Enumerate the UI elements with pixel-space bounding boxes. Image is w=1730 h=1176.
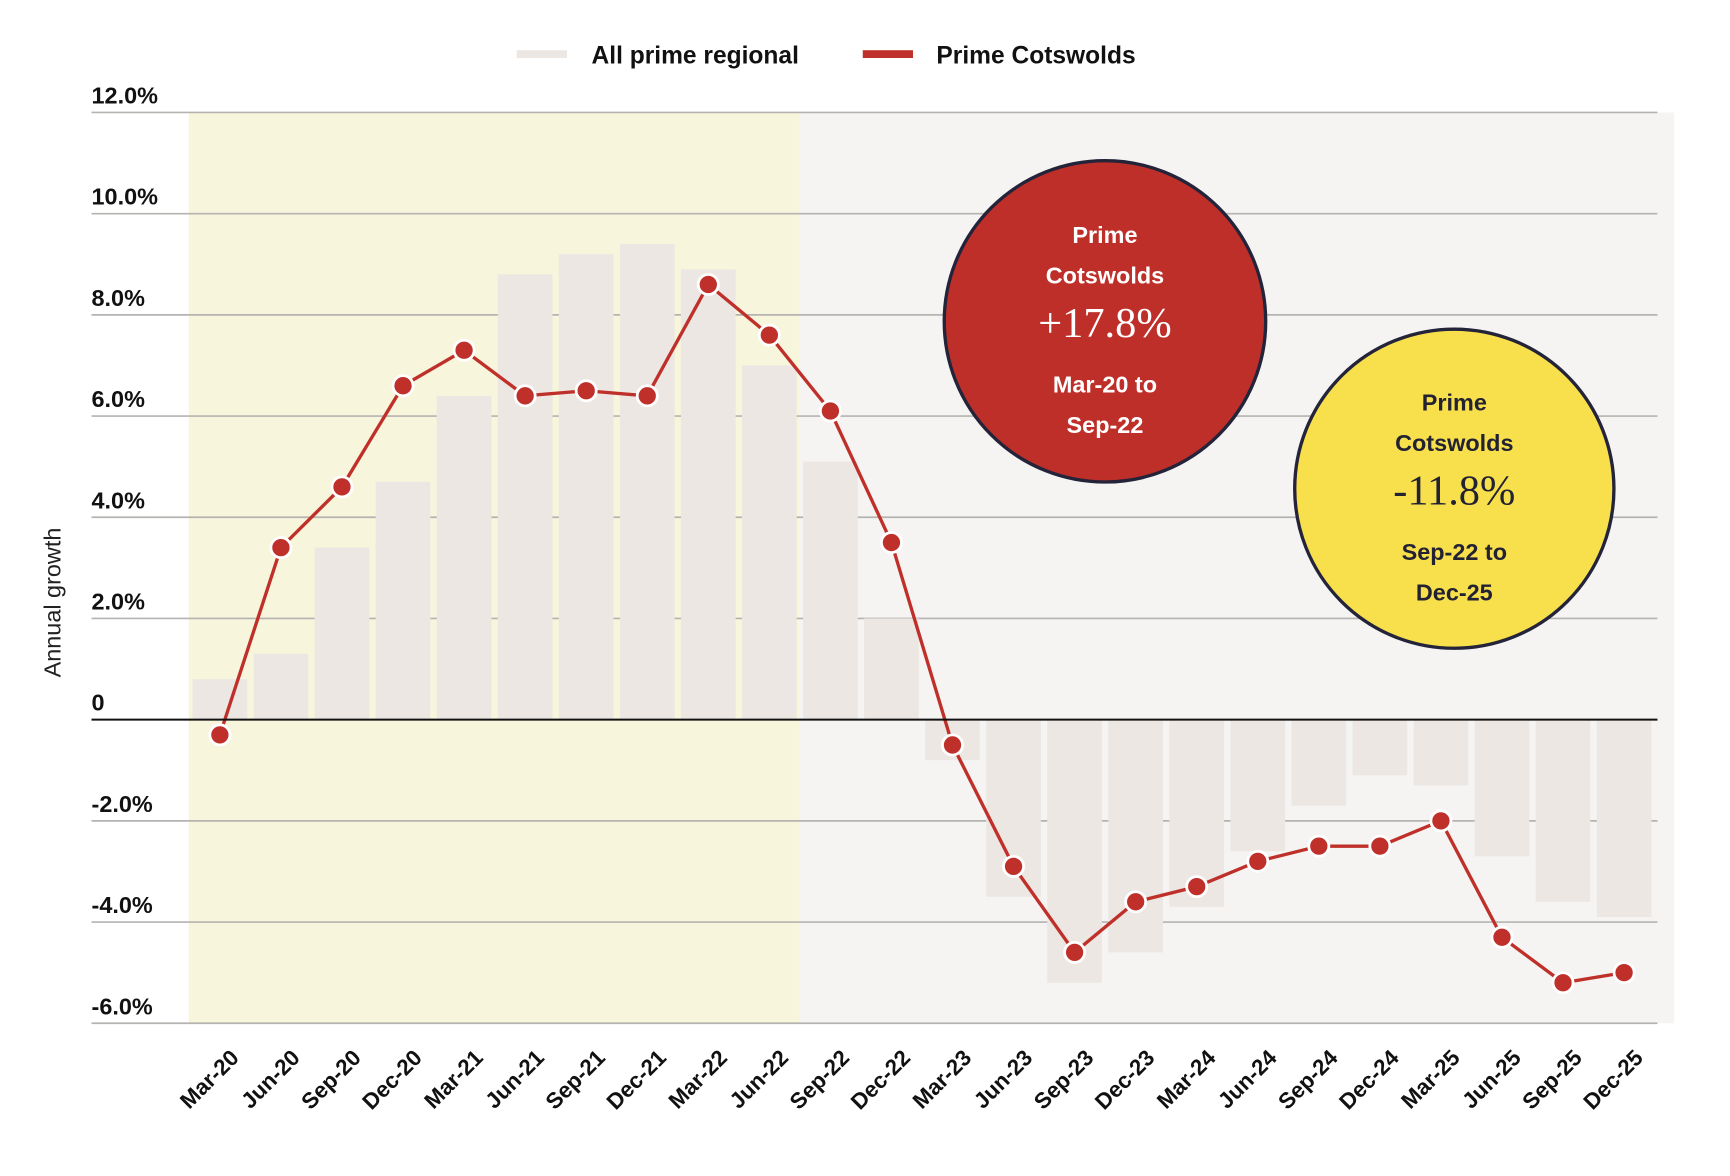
annotation-text: Cotswolds <box>1046 262 1164 288</box>
legend-label-prime-cotswolds: Prime Cotswolds <box>936 43 1135 70</box>
annotation-text: Dec-25 <box>1416 579 1493 605</box>
annotation-text: Mar-20 to <box>1053 372 1157 398</box>
y-axis-label: Annual growth <box>39 528 65 678</box>
x-tick-label: Mar-20 <box>175 1045 244 1114</box>
x-tick-label: Mar-21 <box>419 1045 488 1114</box>
point-prime-cotswolds <box>513 384 537 408</box>
point-prime-cotswolds <box>1551 971 1575 995</box>
bar-all-prime-regional <box>375 481 431 720</box>
bar-all-prime-regional <box>1535 719 1591 902</box>
point-prime-cotswolds <box>269 536 293 560</box>
point-prime-cotswolds <box>757 323 781 347</box>
bar-all-prime-regional <box>1352 719 1408 776</box>
annotation-value: +17.8% <box>1038 300 1171 347</box>
x-tick-label: Jun-24 <box>1213 1045 1282 1114</box>
y-tick-label: -4.0% <box>92 892 153 918</box>
point-prime-cotswolds <box>452 338 476 362</box>
point-prime-cotswolds <box>1063 940 1087 964</box>
point-prime-cotswolds <box>818 399 842 423</box>
bar-all-prime-regional <box>1474 719 1530 857</box>
point-prime-cotswolds <box>1490 925 1514 949</box>
point-prime-cotswolds <box>880 531 903 554</box>
legend-label-all-prime-regional: All prime regional <box>592 43 799 70</box>
y-tick-label: 10.0% <box>92 184 159 210</box>
x-tick-label: Jun-22 <box>725 1045 794 1113</box>
point-prime-cotswolds <box>696 273 720 296</box>
x-tick-label: Mar-24 <box>1152 1045 1221 1114</box>
x-tick-label: Dec-20 <box>357 1045 426 1114</box>
x-tick-label: Sep-24 <box>1273 1045 1343 1115</box>
bar-all-prime-regional <box>619 244 675 720</box>
bar-all-prime-regional <box>1108 719 1164 953</box>
point-prime-cotswolds <box>1002 854 1025 878</box>
legend-swatch-prime-cotswolds <box>862 50 913 59</box>
bar-all-prime-regional <box>558 254 614 720</box>
y-tick-label: 0 <box>92 690 105 716</box>
point-prime-cotswolds <box>1246 849 1270 873</box>
bar-all-prime-regional <box>1413 719 1469 786</box>
point-prime-cotswolds <box>574 379 598 403</box>
point-prime-cotswolds <box>941 733 964 757</box>
point-prime-cotswolds <box>635 384 659 408</box>
bar-all-prime-regional <box>192 679 248 720</box>
y-tick-label: -6.0% <box>92 993 153 1019</box>
point-prime-cotswolds <box>1368 834 1392 858</box>
point-prime-cotswolds <box>1185 875 1209 899</box>
y-tick-label: 4.0% <box>92 487 146 513</box>
bar-all-prime-regional <box>742 365 797 720</box>
bar-all-prime-regional <box>680 269 736 720</box>
x-tick-label: Jun-21 <box>480 1045 549 1113</box>
y-tick-label: 12.0% <box>92 83 159 109</box>
y-tick-label: 6.0% <box>92 386 146 412</box>
annotation-value: -11.8% <box>1393 467 1515 514</box>
bar-all-prime-regional <box>436 395 492 720</box>
annotation-text: Cotswolds <box>1395 430 1513 456</box>
point-prime-cotswolds <box>1307 834 1331 858</box>
point-prime-cotswolds <box>330 475 354 499</box>
annotation-bubble: Prime Cotswolds -11.8% Sep-22 to Dec-25 <box>1293 327 1616 650</box>
point-prime-cotswolds <box>391 374 415 398</box>
legend-swatch-all-prime-regional <box>516 50 567 59</box>
annotation-text: Prime <box>1072 222 1137 248</box>
bar-all-prime-regional <box>253 653 309 720</box>
x-tick-label: Dec-23 <box>1090 1045 1159 1114</box>
annotation-bubble: Prime Cotswolds +17.8% Mar-20 to Sep-22 <box>942 158 1268 484</box>
point-prime-cotswolds <box>208 723 232 747</box>
y-tick-label: -2.0% <box>92 791 153 817</box>
point-prime-cotswolds <box>1612 961 1636 985</box>
x-tick-label: Sep-20 <box>296 1045 365 1114</box>
annotation-circle <box>1293 327 1616 650</box>
x-tick-label: Sep-21 <box>541 1045 610 1114</box>
x-tick-label: Dec-22 <box>846 1045 915 1114</box>
x-tick-label: Sep-22 <box>785 1045 854 1114</box>
x-tick-label: Jun-20 <box>236 1045 305 1113</box>
bar-all-prime-regional <box>1596 719 1652 917</box>
x-tick-label: Dec-25 <box>1578 1045 1647 1114</box>
x-tick-label: Mar-22 <box>664 1045 733 1114</box>
x-tick-label: Mar-25 <box>1396 1045 1465 1114</box>
bar-all-prime-regional <box>864 618 919 720</box>
x-tick-label: Jun-23 <box>969 1045 1038 1113</box>
bar-all-prime-regional <box>1230 719 1286 852</box>
x-tick-label: Sep-25 <box>1517 1045 1586 1114</box>
x-tick-label: Dec-21 <box>602 1045 671 1114</box>
x-tick-label: Sep-23 <box>1029 1045 1098 1114</box>
point-prime-cotswolds <box>1124 890 1148 914</box>
bar-all-prime-regional <box>1291 719 1347 806</box>
annotation-text: Sep-22 to <box>1402 539 1507 565</box>
legend: All prime regional Prime Cotswolds <box>516 43 1136 70</box>
x-tick-label: Dec-24 <box>1334 1045 1404 1115</box>
y-tick-label: 8.0% <box>92 285 146 311</box>
bar-all-prime-regional <box>803 461 858 720</box>
point-prime-cotswolds <box>1429 809 1453 833</box>
y-tick-label: 2.0% <box>92 589 146 615</box>
x-tick-label: Mar-23 <box>908 1045 977 1114</box>
bar-all-prime-regional <box>314 547 370 720</box>
annotation-circle <box>942 158 1268 484</box>
annotation-text: Sep-22 <box>1067 412 1144 438</box>
annotation-text: Prime <box>1422 390 1487 416</box>
bar-all-prime-regional <box>497 274 553 720</box>
x-tick-label: Jun-25 <box>1457 1045 1526 1113</box>
